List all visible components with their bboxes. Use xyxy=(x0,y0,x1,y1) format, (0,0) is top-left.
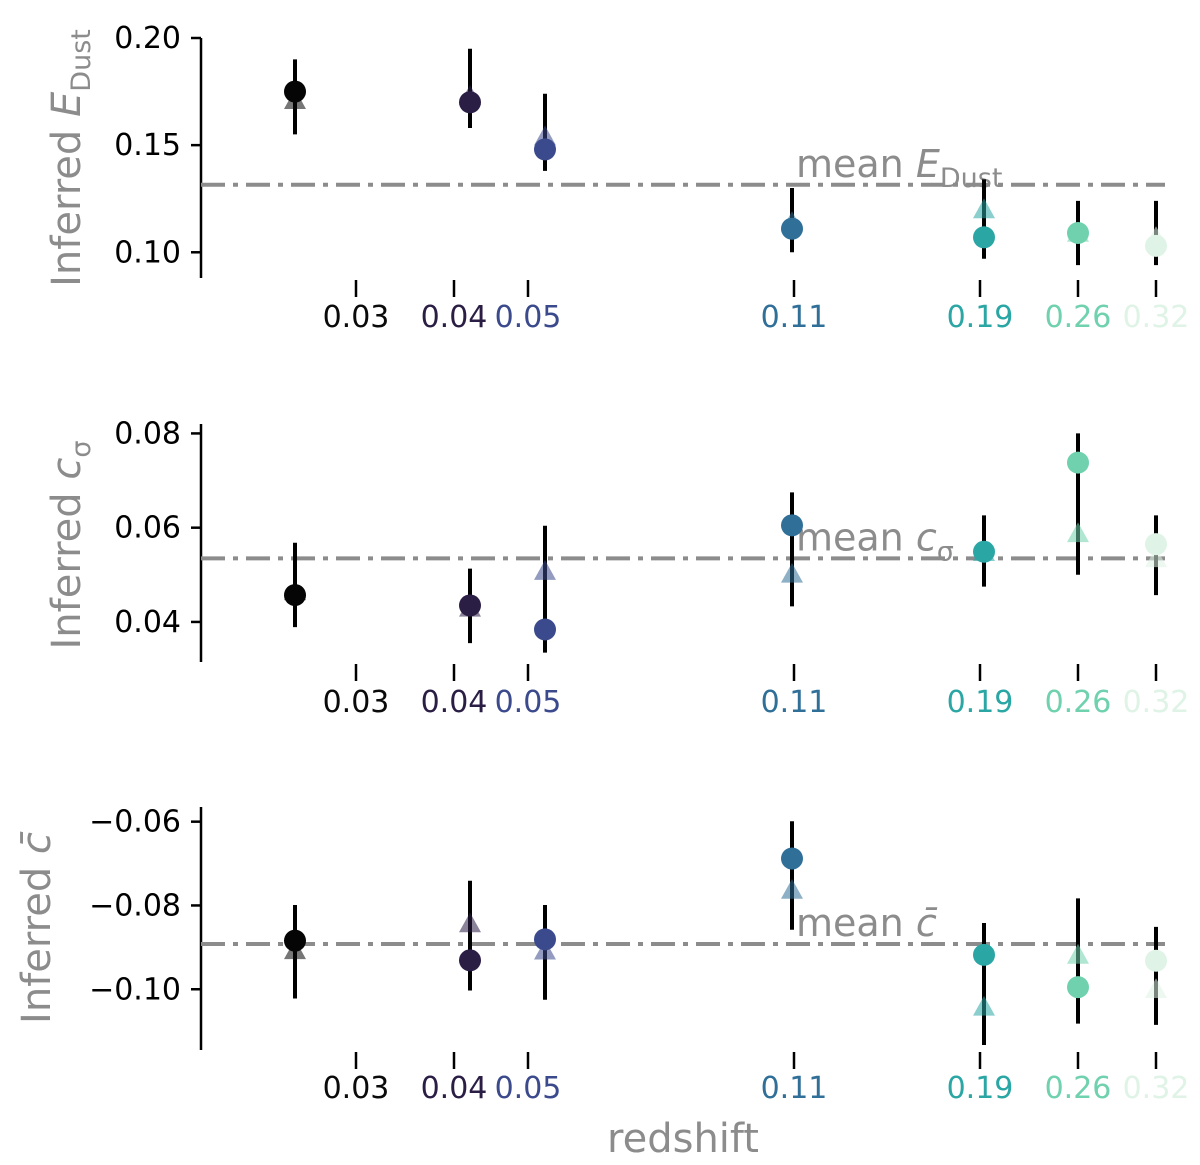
circle-marker xyxy=(284,80,306,103)
y-tick-label: 0.15 xyxy=(114,128,181,163)
x-tick-label: 0.05 xyxy=(495,300,562,335)
circle-marker xyxy=(973,226,995,249)
x-tick-label: 0.19 xyxy=(947,685,1014,720)
mean-label: mean cσ xyxy=(796,515,954,567)
x-tick-label: 0.03 xyxy=(323,300,390,335)
mean-label: mean c̄ xyxy=(796,901,938,945)
x-tick-label: 0.26 xyxy=(1045,300,1112,335)
y-tick-label: 0.06 xyxy=(114,511,181,546)
x-tick-label: 0.03 xyxy=(323,1071,390,1106)
circle-marker xyxy=(284,929,306,952)
y-axis-label-subscript: Dust xyxy=(66,29,97,92)
y-axis-label-subscript: σ xyxy=(66,441,97,458)
circle-marker xyxy=(459,91,481,114)
x-tick-label: 0.19 xyxy=(947,1071,1014,1106)
circle-marker xyxy=(781,847,803,870)
y-axis-label-symbol: E xyxy=(44,91,90,117)
mean-label-prefix: mean xyxy=(796,515,916,559)
circle-marker xyxy=(1067,451,1089,474)
circle-marker xyxy=(973,540,995,563)
circle-marker xyxy=(534,138,556,161)
x-tick-label: 0.11 xyxy=(761,1071,828,1106)
circle-marker xyxy=(534,928,556,951)
circle-marker xyxy=(781,217,803,240)
x-tick-label: 0.03 xyxy=(323,685,390,720)
y-tick-label: −0.06 xyxy=(89,805,181,840)
mean-label-symbol: E xyxy=(916,142,940,186)
y-tick-label: 0.20 xyxy=(114,21,181,56)
x-tick-label: 0.04 xyxy=(421,1071,488,1106)
y-axis-label-symbol: c xyxy=(44,458,90,480)
y-axis-label: Inferred c̄ xyxy=(14,831,60,1024)
x-tick-label: 0.19 xyxy=(947,300,1014,335)
x-tick-label: 0.32 xyxy=(1123,685,1190,720)
x-tick-label: 0.32 xyxy=(1123,1071,1190,1106)
circle-marker xyxy=(1145,949,1167,972)
x-tick-label: 0.11 xyxy=(761,300,828,335)
circle-marker xyxy=(459,949,481,972)
mean-label-prefix: mean xyxy=(796,142,916,186)
x-tick-label: 0.32 xyxy=(1123,300,1190,335)
circle-marker xyxy=(781,514,803,537)
triangle-marker xyxy=(781,878,803,899)
y-axis-label: Inferred cσ xyxy=(44,441,97,650)
y-axis-label-prefix: Inferred xyxy=(14,854,60,1024)
mean-label-subscript: σ xyxy=(937,536,954,567)
y-tick-label: −0.08 xyxy=(89,888,181,923)
x-tick-label: 0.04 xyxy=(421,300,488,335)
circle-marker xyxy=(1145,234,1167,257)
x-tick-label: 0.05 xyxy=(495,685,562,720)
triangle-marker xyxy=(1145,547,1167,568)
y-axis-label-prefix: Inferred xyxy=(44,480,90,650)
x-tick-label: 0.11 xyxy=(761,685,828,720)
y-tick-label: 0.08 xyxy=(114,416,181,451)
mean-label: mean EDust xyxy=(796,142,1002,194)
mean-label-prefix: mean xyxy=(796,901,916,945)
triangle-marker xyxy=(534,560,556,580)
triangle-marker xyxy=(1067,522,1089,543)
mean-label-subscript: Dust xyxy=(940,163,1003,194)
y-axis-label: Inferred EDust xyxy=(44,29,97,287)
x-tick-label: 0.05 xyxy=(495,1071,562,1106)
circle-marker xyxy=(534,618,556,641)
y-tick-label: −0.10 xyxy=(89,972,181,1007)
x-tick-label: 0.26 xyxy=(1045,685,1112,720)
triangle-marker xyxy=(1067,943,1089,964)
circle-marker xyxy=(1145,533,1167,556)
x-axis-label: redshift xyxy=(607,1116,759,1162)
triangle-marker xyxy=(459,912,481,933)
y-tick-label: 0.10 xyxy=(114,235,181,270)
y-axis-label-symbol: c̄ xyxy=(14,831,60,854)
circle-marker xyxy=(459,594,481,617)
x-tick-label: 0.26 xyxy=(1045,1071,1112,1106)
circle-marker xyxy=(284,584,306,607)
triangle-marker xyxy=(781,562,803,583)
triangle-marker xyxy=(1145,978,1167,999)
mean-label-symbol: c̄ xyxy=(916,901,938,945)
circle-marker xyxy=(1067,976,1089,999)
circle-marker xyxy=(973,943,995,966)
triangle-marker xyxy=(973,995,995,1016)
y-tick-label: 0.04 xyxy=(114,605,181,640)
y-axis-label-prefix: Inferred xyxy=(44,117,90,287)
circle-marker xyxy=(1067,222,1089,244)
x-tick-label: 0.04 xyxy=(421,685,488,720)
triangle-marker xyxy=(973,198,995,219)
mean-label-symbol: c xyxy=(916,515,937,559)
